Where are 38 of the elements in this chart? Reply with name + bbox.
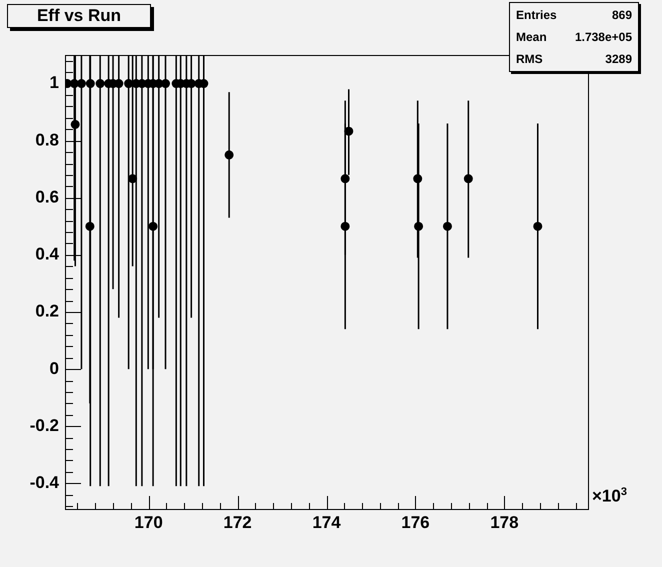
- chart-title: Eff vs Run: [7, 4, 151, 28]
- text: 869: [612, 7, 632, 24]
- y-tick-label: 0.6: [35, 187, 59, 206]
- point: [85, 222, 94, 231]
- y-tick-label: 0.4: [35, 244, 60, 264]
- point: [224, 150, 234, 160]
- text: 1.738e+05: [574, 29, 632, 46]
- point: [344, 126, 354, 136]
- point: [464, 174, 473, 184]
- point: [96, 79, 105, 88]
- y-tick-label: 1: [50, 73, 59, 92]
- point: [533, 222, 542, 231]
- annotation: RMS: [516, 51, 543, 68]
- point: [70, 120, 80, 129]
- text: Entries: [516, 7, 557, 24]
- x-tick-label: 178: [490, 512, 519, 532]
- point: [414, 222, 424, 231]
- point: [340, 222, 350, 231]
- y-tick-label: -0.2: [30, 416, 59, 435]
- point: [86, 79, 95, 88]
- text: Mean: [516, 29, 547, 46]
- point: [148, 222, 158, 231]
- y-tick-label: 0.8: [35, 130, 59, 150]
- point: [442, 222, 452, 231]
- point: [128, 174, 138, 184]
- y-tick-label: 0: [50, 358, 59, 378]
- point: [161, 79, 170, 88]
- point: [413, 174, 422, 184]
- y-tick-label: -0.4: [30, 472, 60, 492]
- x-tick-label: 170: [134, 512, 163, 532]
- x-tick-label: 172: [223, 512, 252, 532]
- point: [76, 79, 86, 88]
- text: 3289: [605, 51, 632, 68]
- x-tick-label: 174: [312, 512, 342, 532]
- point: [340, 174, 350, 184]
- text: ×10$^{3}$: [592, 486, 627, 507]
- x-tick-label: 176: [401, 512, 430, 532]
- y-tick-label: 0.2: [35, 302, 59, 321]
